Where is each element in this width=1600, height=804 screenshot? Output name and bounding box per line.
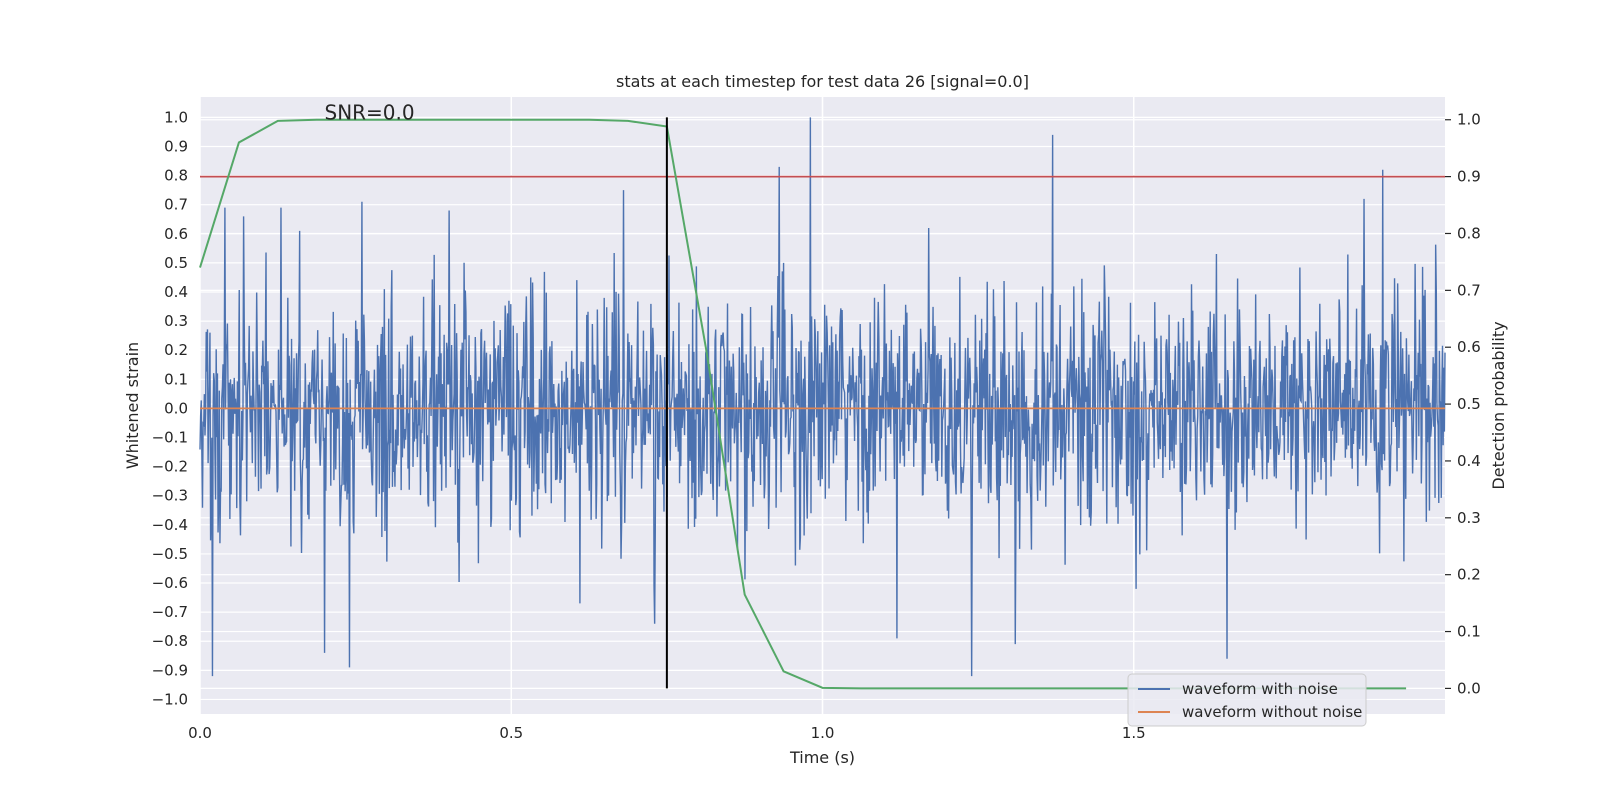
y-tick-label-left: 1.0: [164, 108, 188, 126]
y-tick-label-right: 0.1: [1457, 623, 1481, 641]
y-tick-label-right: 0.0: [1457, 679, 1481, 697]
y-tick-label-left: 0.1: [164, 370, 188, 388]
chart-title: stats at each timestep for test data 26 …: [616, 72, 1029, 91]
y-tick-label-left: 0.5: [164, 254, 188, 272]
y-axis-label-right: Detection probability: [1489, 321, 1508, 489]
y-tick-label-left: −0.4: [152, 516, 188, 534]
y-tick-label-left: −0.5: [152, 545, 188, 563]
y-tick-label-left: 0.4: [164, 283, 188, 301]
y-tick-label-right: 0.5: [1457, 395, 1481, 413]
y-tick-label-right: 0.7: [1457, 281, 1481, 299]
y-tick-label-left: 0.7: [164, 196, 188, 214]
y-tick-label-left: −0.7: [152, 603, 188, 621]
legend: waveform with noise waveform without noi…: [1127, 673, 1367, 727]
y-tick-label-left: −0.1: [152, 429, 188, 447]
y-tick-label-right: 0.6: [1457, 338, 1481, 356]
y-tick-label-right: 0.4: [1457, 452, 1481, 470]
y-tick-label-left: 0.2: [164, 341, 188, 359]
series-waveform-with-noise: [199, 117, 1446, 677]
y-tick-label-right: 0.8: [1457, 224, 1481, 242]
y-tick-label-left: 0.3: [164, 312, 188, 330]
x-tick-label: 1.5: [1122, 724, 1146, 742]
x-tick-label: 0.0: [188, 724, 212, 742]
y-tick-label-right: 0.3: [1457, 509, 1481, 527]
y-tick-label-right: 0.9: [1457, 168, 1481, 186]
axes: 0.0 0.5 1.0 1.5 −1.0 −0.9 −0.8 −0.7 −0.6 −0.5 −0.4…: [152, 108, 1481, 742]
legend-label-clean: waveform without noise: [1182, 703, 1362, 721]
legend-box: [1127, 673, 1367, 727]
y-tick-label-left: 0.6: [164, 225, 188, 243]
x-axis-label: Time (s): [789, 748, 855, 767]
x-tick-label: 1.0: [811, 724, 835, 742]
y-tick-label-left: 0.9: [164, 137, 188, 155]
y-tick-label-right: 0.2: [1457, 566, 1481, 584]
y-tick-label-left: 0.8: [164, 167, 188, 185]
x-tick-label: 0.5: [499, 724, 523, 742]
y-tick-label-right: 1.0: [1457, 111, 1481, 129]
y-tick-label-left: −0.3: [152, 487, 188, 505]
y-tick-label-left: −0.9: [152, 661, 188, 679]
snr-annotation: SNR=0.0: [325, 100, 415, 124]
legend-label-noise: waveform with noise: [1182, 680, 1338, 698]
y-axis-label-left: Whitened strain: [123, 342, 142, 469]
y-tick-label-left: −0.6: [152, 574, 188, 592]
y-tick-label-left: −1.0: [152, 690, 188, 708]
y-tick-label-left: 0.0: [164, 399, 188, 417]
y-tick-label-left: −0.8: [152, 632, 188, 650]
y-tick-label-left: −0.2: [152, 458, 188, 476]
